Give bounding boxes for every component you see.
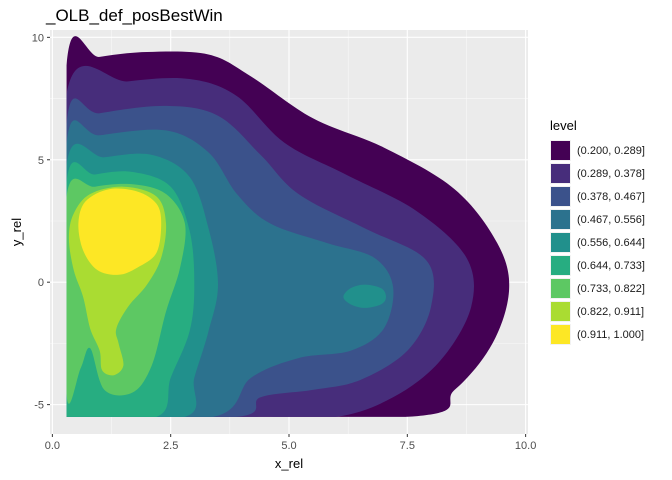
legend-item: (0.200, 0.289] xyxy=(550,139,645,162)
legend-label: (0.733, 0.822] xyxy=(577,282,645,295)
legend-swatch xyxy=(550,324,571,345)
legend-label: (0.911, 1.000] xyxy=(577,328,645,341)
x-tick-label: 5.0 xyxy=(281,440,296,452)
legend: level (0.200, 0.289] (0.289, 0.378] (0.378… xyxy=(550,118,645,346)
legend-item: (0.467, 0.556] xyxy=(550,208,645,231)
contour-regions xyxy=(66,36,510,417)
legend-swatch xyxy=(550,209,571,230)
y-tick-label: 5 xyxy=(38,155,44,167)
contour-region-10 xyxy=(343,284,386,308)
legend-item: (0.378, 0.467] xyxy=(550,185,645,208)
legend-label: (0.644, 0.733] xyxy=(577,259,645,272)
legend-label: (0.289, 0.378] xyxy=(577,167,645,180)
legend-swatch xyxy=(550,255,571,276)
legend-label: (0.556, 0.644] xyxy=(577,236,645,249)
legend-swatch xyxy=(550,163,571,184)
axes: 0.0 2.5 5.0 7.5 10.0 -5 0 5 10 xyxy=(32,32,537,452)
legend-item: (0.644, 0.733] xyxy=(550,254,645,277)
x-axis-title: x_rel xyxy=(275,456,303,471)
x-tick-label: 7.5 xyxy=(400,440,415,452)
legend-label: (0.200, 0.289] xyxy=(577,144,645,157)
legend-label: (0.378, 0.467] xyxy=(577,190,645,203)
legend-swatch xyxy=(550,301,571,322)
legend-label: (0.822, 0.911] xyxy=(577,305,645,318)
legend-item: (0.733, 0.822] xyxy=(550,277,645,300)
legend-item: (0.556, 0.644] xyxy=(550,231,645,254)
legend-swatch xyxy=(550,140,571,161)
y-axis-title: y_rel xyxy=(9,218,24,246)
contour-region-9 xyxy=(78,188,162,275)
x-tick-label: 2.5 xyxy=(163,440,178,452)
legend-swatch xyxy=(550,186,571,207)
x-tick-label: 10.0 xyxy=(515,440,536,452)
legend-item: (0.911, 1.000] xyxy=(550,323,645,346)
y-tick-label: -5 xyxy=(34,400,44,412)
legend-items: (0.200, 0.289] (0.289, 0.378] (0.378, 0.46… xyxy=(550,139,645,346)
legend-swatch xyxy=(550,232,571,253)
legend-item: (0.822, 0.911] xyxy=(550,300,645,323)
chart-title: _OLB_def_posBestWin xyxy=(46,6,223,25)
x-tick-label: 0.0 xyxy=(45,440,60,452)
legend-swatch xyxy=(550,278,571,299)
y-tick-label: 0 xyxy=(38,277,44,289)
legend-label: (0.467, 0.556] xyxy=(577,213,645,226)
legend-title: level xyxy=(550,118,577,133)
y-tick-label: 10 xyxy=(32,32,44,44)
legend-item: (0.289, 0.378] xyxy=(550,162,645,185)
